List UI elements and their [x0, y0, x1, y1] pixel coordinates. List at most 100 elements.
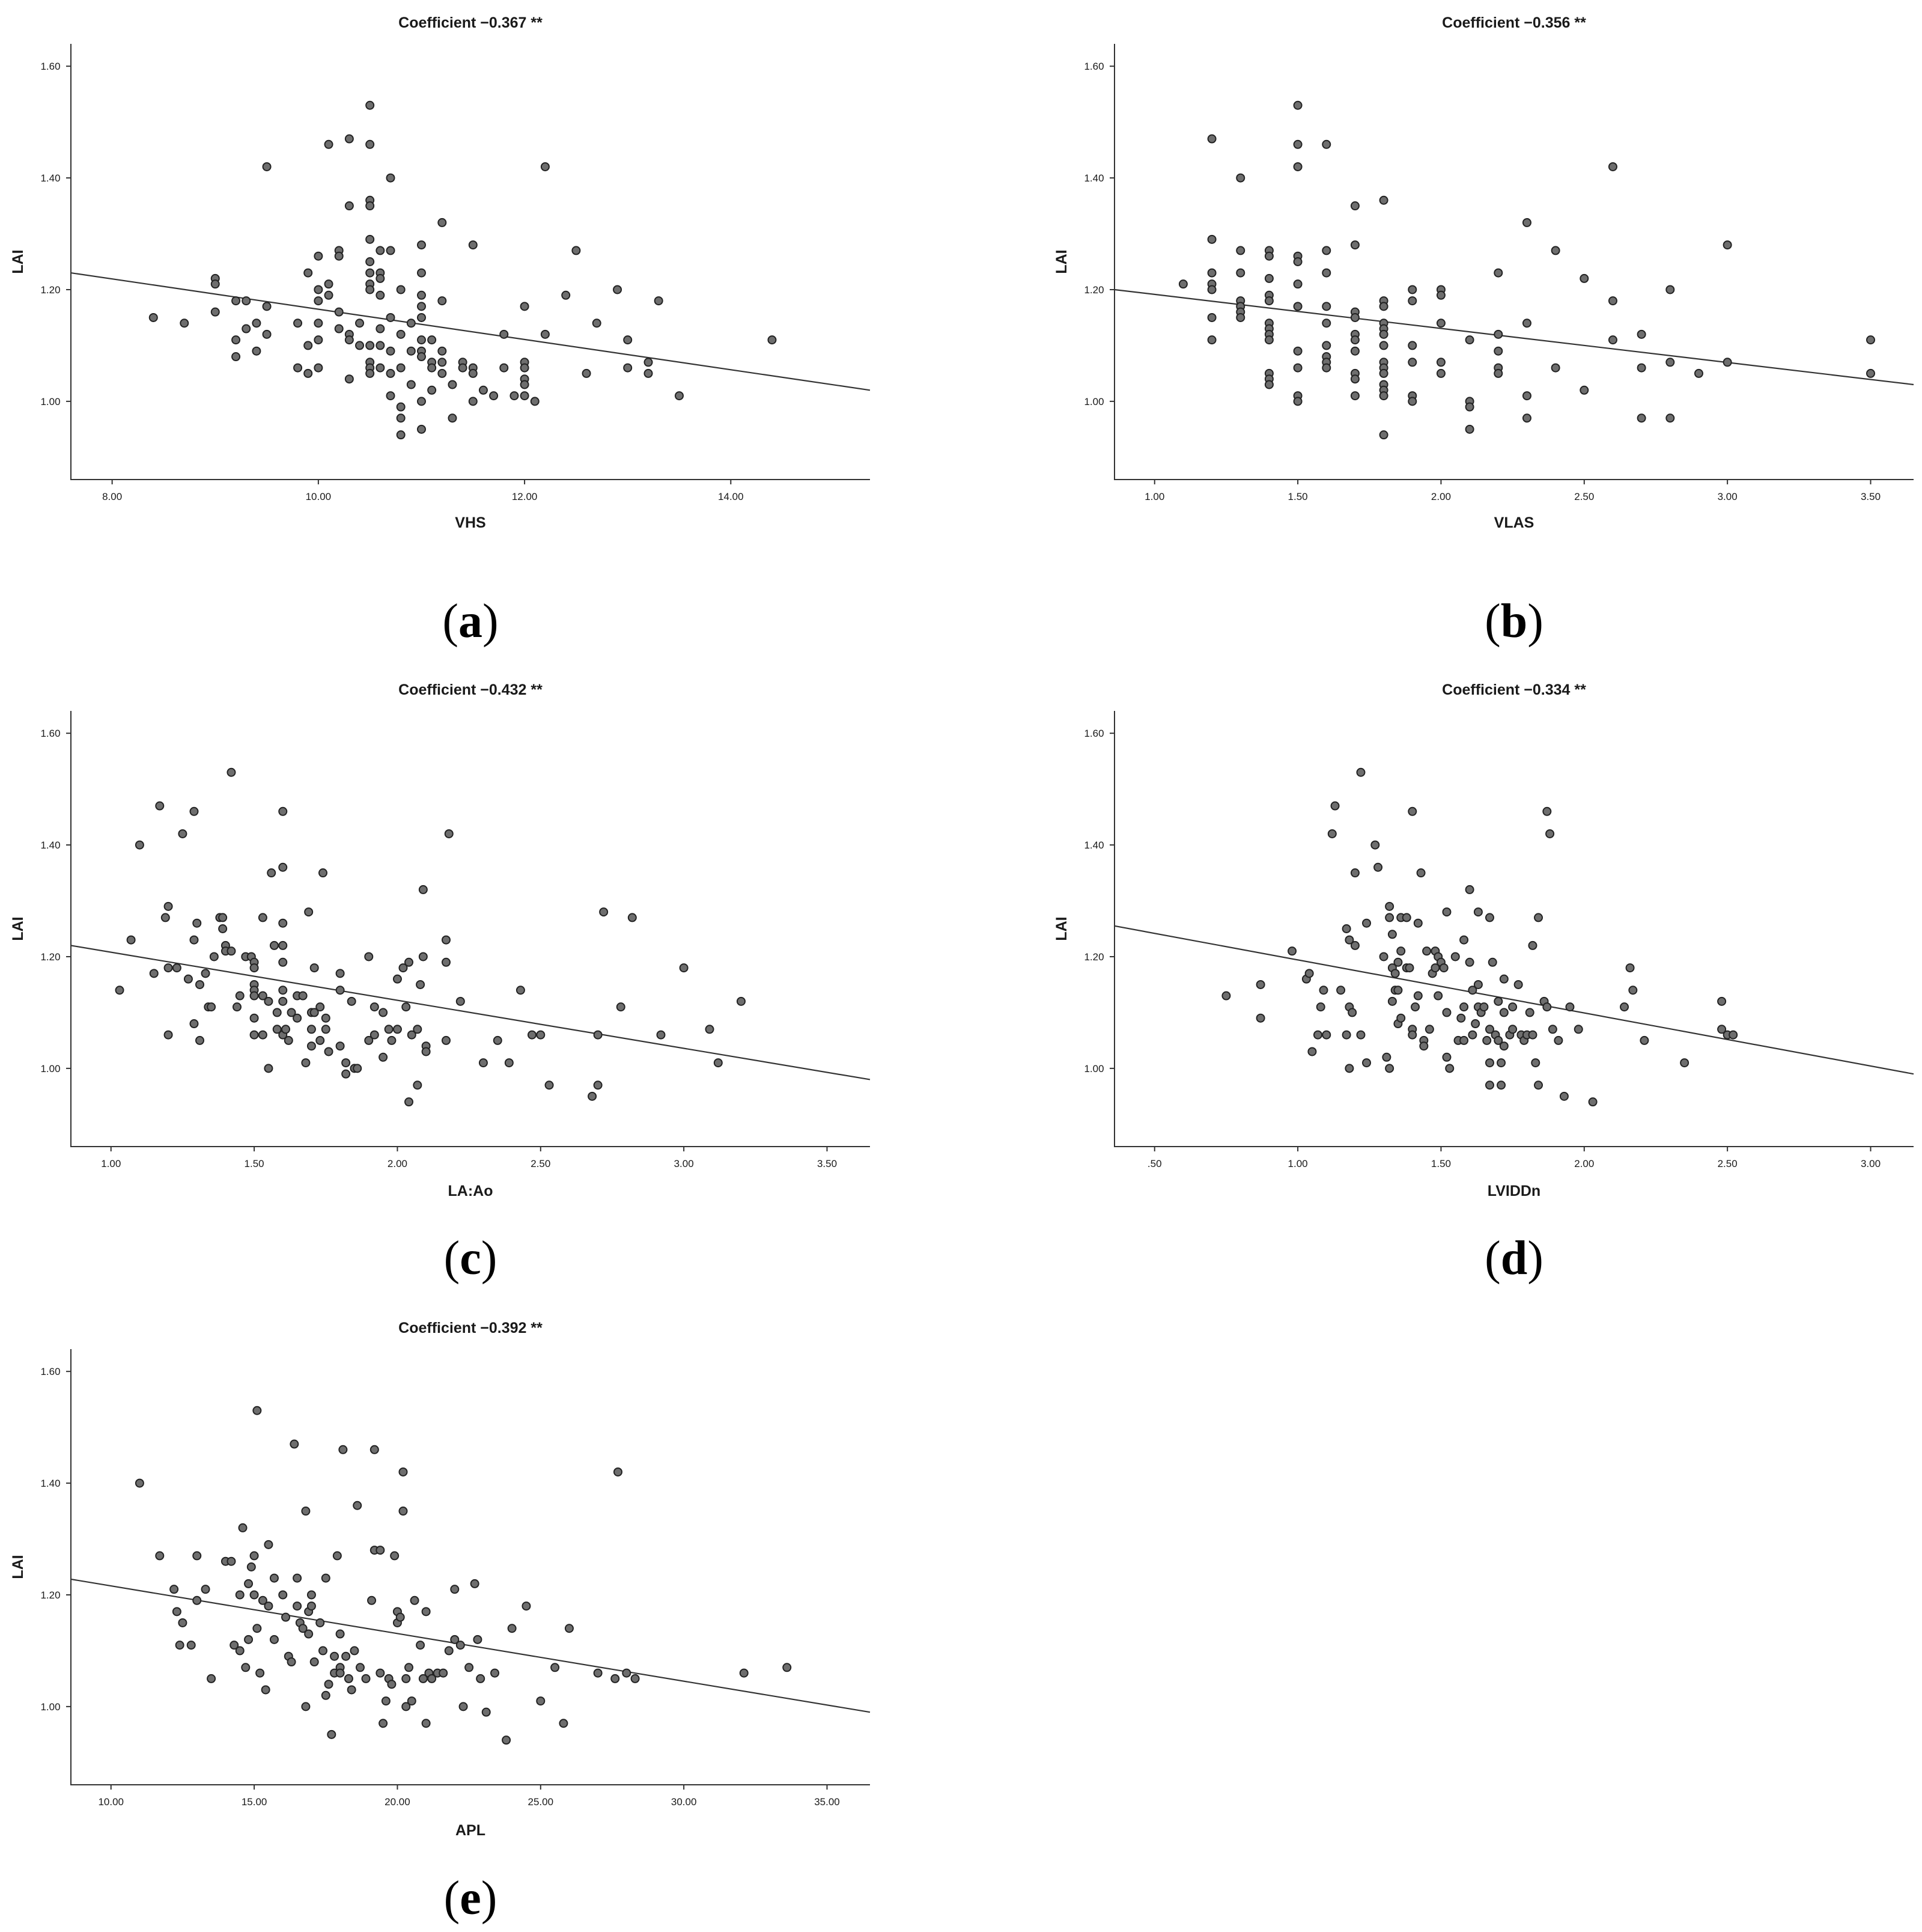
scatter-point — [427, 385, 437, 395]
scatter-point — [448, 380, 457, 389]
scatter-point — [264, 1540, 273, 1549]
scatter-point — [309, 1657, 319, 1667]
scatter-point — [175, 1641, 184, 1650]
scatter-point — [335, 1668, 345, 1678]
scatter-point — [1436, 358, 1446, 367]
scatter-point — [1207, 335, 1217, 345]
scatter-point — [1322, 302, 1331, 311]
scatter-point — [416, 352, 426, 362]
y-tick-label: 1.00 — [40, 1063, 60, 1074]
scatter-point — [309, 1008, 319, 1017]
scatter-point — [284, 1035, 293, 1045]
scatter-point — [489, 391, 499, 401]
scatter-point — [398, 1467, 408, 1476]
scatter-point — [365, 368, 375, 378]
scatter-point — [241, 1663, 251, 1672]
scatter-point — [365, 268, 375, 278]
scatter-point — [407, 1696, 416, 1706]
axis-lines — [70, 711, 870, 1147]
scatter-point — [350, 1646, 359, 1656]
scatter-point — [1379, 952, 1388, 961]
scatter-point — [1640, 1035, 1649, 1045]
scatter-point — [416, 980, 425, 989]
scatter-point — [416, 240, 426, 250]
panel-label: (e) — [444, 1872, 497, 1925]
scatter-point — [413, 1025, 422, 1034]
scatter-point — [321, 1025, 330, 1034]
scatter-point — [218, 913, 228, 922]
scatter-point — [1350, 335, 1360, 345]
scatter-point — [1534, 913, 1543, 922]
y-tick-label: 1.40 — [1084, 840, 1104, 851]
scatter-point — [324, 1680, 333, 1689]
scatter-point — [178, 1618, 187, 1627]
scatter-point — [293, 1573, 302, 1583]
scatter-point — [115, 986, 124, 995]
scatter-point — [476, 1674, 485, 1683]
scatter-point — [1221, 991, 1231, 1001]
scatter-point — [1442, 1052, 1452, 1062]
scatter-point — [1348, 1008, 1357, 1017]
scatter-point — [593, 1080, 603, 1090]
scatter-point — [470, 1579, 479, 1588]
scatter-point — [344, 1674, 353, 1683]
scatter-point — [169, 1585, 179, 1594]
scatter-point — [1465, 957, 1474, 967]
scatter-point — [1345, 935, 1354, 945]
scatter-point — [1350, 940, 1360, 950]
y-tick-label: 1.40 — [40, 172, 60, 184]
scatter-point — [418, 1674, 428, 1683]
scatter-point — [160, 913, 170, 922]
x-tick-label: 3.00 — [1861, 1158, 1881, 1169]
x-tick-label: 1.50 — [1431, 1158, 1451, 1169]
scatter-point — [1559, 1091, 1569, 1101]
scatter-point — [410, 1595, 419, 1605]
scatter-point — [1322, 268, 1331, 278]
panel-letter: c — [460, 1232, 481, 1285]
y-tick-label: 1.20 — [40, 951, 60, 963]
scatter-point — [610, 1674, 620, 1683]
scatter-point — [1293, 257, 1303, 266]
x-tick-label: 15.00 — [242, 1796, 267, 1808]
scatter-point — [1508, 1002, 1518, 1012]
scatter-point — [249, 1013, 259, 1023]
scatter-point — [1439, 963, 1449, 973]
scatter-point — [235, 1590, 245, 1600]
scatter-point — [272, 1025, 282, 1034]
scatter-point — [238, 1523, 248, 1532]
axis-lines — [70, 1349, 870, 1785]
scatter-point — [1456, 1013, 1466, 1023]
scatter-point — [582, 368, 591, 378]
scatter-point — [369, 1002, 379, 1012]
scatter-point — [398, 1507, 408, 1516]
scatter-point — [1522, 318, 1531, 328]
scatter-point — [1499, 1041, 1509, 1051]
scatter-point — [392, 1025, 402, 1034]
scatter-point — [1256, 1013, 1265, 1023]
scatter-point — [1236, 268, 1245, 278]
scatter-point — [376, 273, 385, 283]
scatter-point — [1336, 986, 1346, 995]
scatter-point — [1436, 368, 1446, 378]
scatter-point — [1551, 363, 1560, 373]
scatter-point — [192, 918, 202, 928]
scatter-point — [1565, 1002, 1575, 1012]
scatter-point — [384, 1025, 394, 1034]
scatter-point — [1322, 318, 1331, 328]
scatter-point — [1499, 1008, 1509, 1017]
scatter-point — [1465, 402, 1474, 412]
scatter-point — [269, 940, 279, 950]
y-axis-label: LAI — [10, 249, 26, 273]
scatter-point — [1665, 285, 1675, 294]
scatter-point — [218, 924, 228, 933]
scatter-point — [341, 1651, 351, 1661]
scatter-point — [1304, 969, 1314, 978]
scatter-point — [249, 1551, 259, 1561]
scatter-point — [656, 1030, 666, 1040]
scatter-point — [1316, 1002, 1325, 1012]
scatter-point — [1207, 234, 1217, 244]
scatter-point — [458, 363, 467, 373]
scatter-point — [278, 806, 288, 816]
x-tick-label: 3.50 — [817, 1158, 837, 1169]
scatter-point — [1522, 413, 1531, 423]
